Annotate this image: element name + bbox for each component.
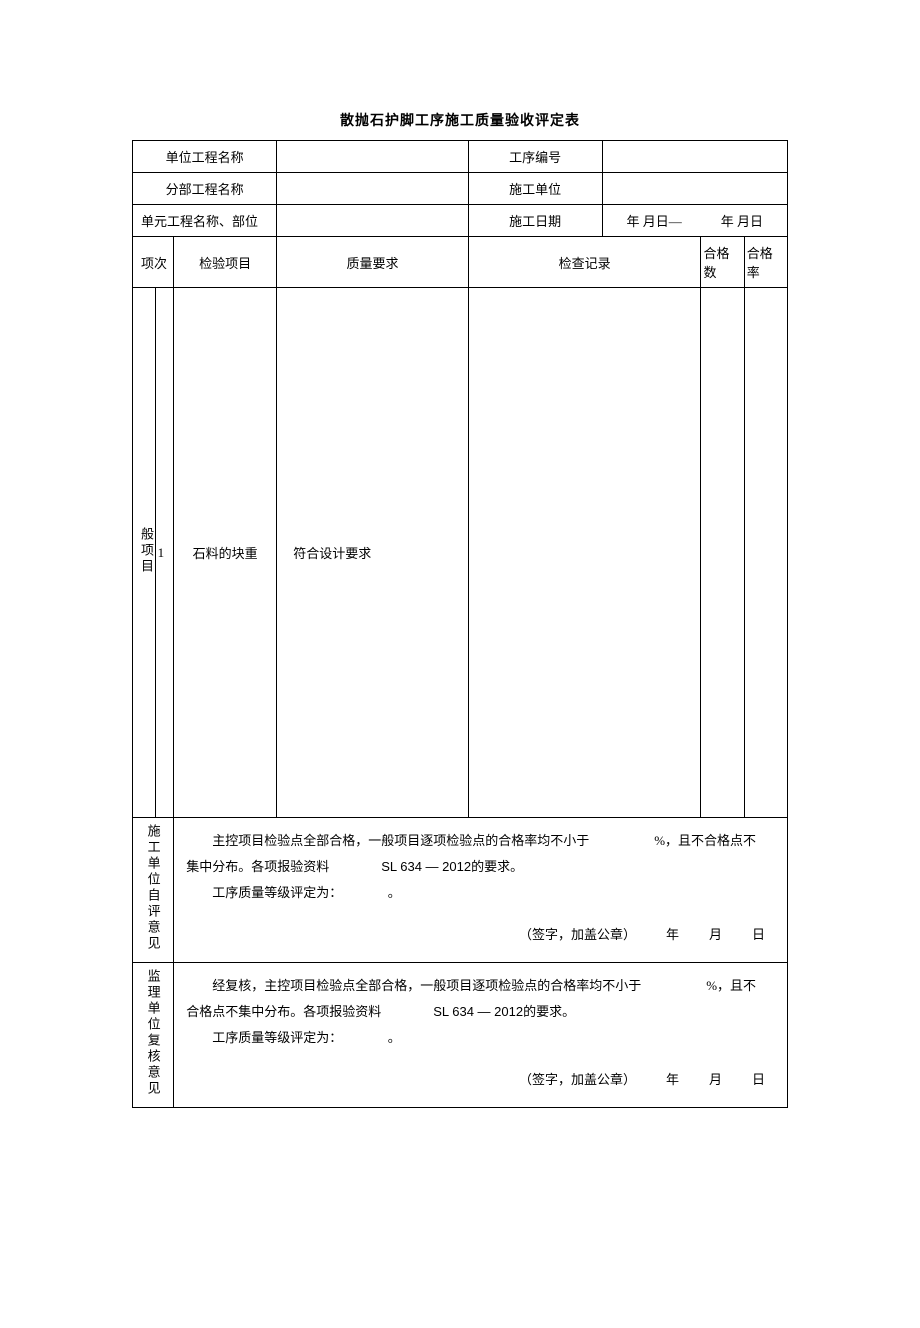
construct-opinion-label: 施工单位自评意见 (133, 818, 174, 963)
header-row-2: 分部工程名称 施工单位 (133, 173, 788, 205)
value-element-name (277, 205, 469, 237)
construct-month: 月 (709, 927, 722, 942)
construct-sig: （签字，加盖公章） (519, 927, 636, 942)
construct-line3: 工序质量等级评定为： (212, 885, 336, 900)
page-title: 散抛石护脚工序施工质量验收评定表 (132, 110, 788, 130)
supervise-opinion-label: 监理单位复核意见 (133, 963, 174, 1108)
col-seq: 项次 (133, 237, 174, 288)
col-pass-rate: 合格率 (744, 237, 787, 288)
label-construct-unit: 施工单位 (468, 173, 602, 205)
quality-requirement: 符合设计要求 (277, 288, 469, 818)
supervise-period: 。 (388, 1030, 401, 1045)
construct-opinion-row: 施工单位自评意见 主控项目检验点全部合格，一般项目逐项检验点的合格率均不小于 %… (133, 818, 788, 963)
construct-day: 日 (752, 927, 765, 942)
construct-line1b: %，且不合格点不 (654, 833, 756, 848)
value-unit-project (277, 141, 469, 173)
value-construct-date: 年 月日— 年 月日 (602, 205, 787, 237)
table-row: 般项目 1 石料的块重 符合设计要求 (133, 288, 788, 818)
label-construct-date: 施工日期 (468, 205, 602, 237)
group-label: 般项目 (133, 288, 156, 818)
construct-opinion-content: 主控项目检验点全部合格，一般项目逐项检验点的合格率均不小于 %，且不合格点不 集… (174, 818, 788, 963)
supervise-opinion-row: 监理单位复核意见 经复核，主控项目检验点全部合格，一般项目逐项检验点的合格率均不… (133, 963, 788, 1108)
label-subproject: 分部工程名称 (133, 173, 277, 205)
header-row-3: 单元工程名称、部位 施工日期 年 月日— 年 月日 (133, 205, 788, 237)
pass-rate (744, 288, 787, 818)
supervise-month: 月 (709, 1072, 722, 1087)
pass-count (701, 288, 744, 818)
standard-ref: SL 634 — 2012的要求。 (381, 859, 523, 874)
supervise-line2a: 合格点不集中分布。各项报验资料 (186, 1004, 381, 1019)
value-subproject (277, 173, 469, 205)
supervise-line3: 工序质量等级评定为： (212, 1030, 336, 1045)
construct-year: 年 (666, 927, 679, 942)
supervise-line1b: %，且不 (706, 978, 756, 993)
label-process-no: 工序编号 (468, 141, 602, 173)
col-item: 检验项目 (174, 237, 277, 288)
construct-line2a: 集中分布。各项报验资料 (186, 859, 329, 874)
standard-ref-2: SL 634 — 2012的要求。 (433, 1004, 575, 1019)
inspection-record (468, 288, 701, 818)
supervise-line1a: 经复核，主控项目检验点全部合格，一般项目逐项检验点的合格率均不小于 (212, 978, 641, 993)
label-element-name: 单元工程名称、部位 (133, 205, 277, 237)
value-process-no (602, 141, 787, 173)
header-row-1: 单位工程名称 工序编号 (133, 141, 788, 173)
construct-line1a: 主控项目检验点全部合格，一般项目逐项检验点的合格率均不小于 (212, 833, 589, 848)
col-record: 检查记录 (468, 237, 701, 288)
column-header-row: 项次 检验项目 质量要求 检查记录 合格数 合格率 (133, 237, 788, 288)
label-unit-project: 单位工程名称 (133, 141, 277, 173)
col-pass-count: 合格数 (701, 237, 744, 288)
supervise-year: 年 (666, 1072, 679, 1087)
construct-period: 。 (388, 885, 401, 900)
col-requirement: 质量要求 (277, 237, 469, 288)
evaluation-table: 单位工程名称 工序编号 分部工程名称 施工单位 单元工程名称、部位 施工日期 年… (132, 140, 788, 1108)
row-number: 1 (155, 288, 174, 818)
supervise-day: 日 (752, 1072, 765, 1087)
inspection-item: 石料的块重 (174, 288, 277, 818)
value-construct-unit (602, 173, 787, 205)
supervise-sig: （签字，加盖公章） (519, 1072, 636, 1087)
supervise-opinion-content: 经复核，主控项目检验点全部合格，一般项目逐项检验点的合格率均不小于 %，且不 合… (174, 963, 788, 1108)
